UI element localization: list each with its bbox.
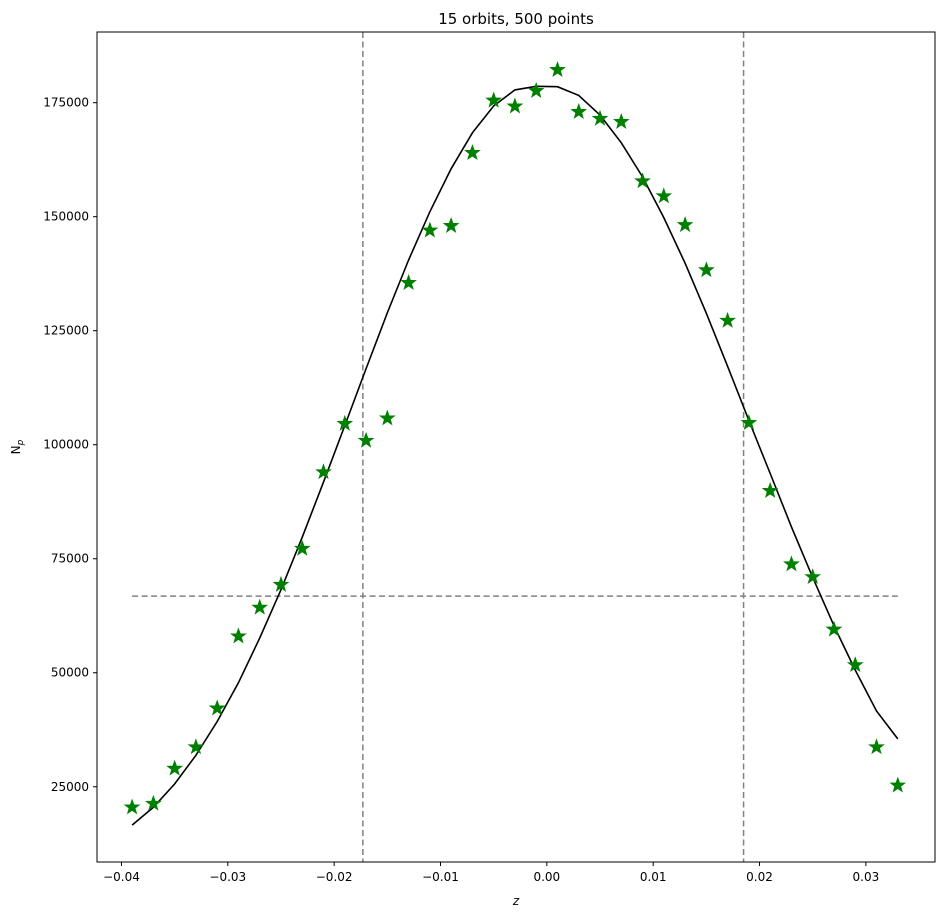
data-points: [123, 61, 907, 815]
fit-curve-layer: [131, 85, 899, 826]
x-axis-label: z: [512, 894, 520, 908]
data-point: [697, 261, 715, 278]
x-tick-label: −0.04: [103, 870, 140, 884]
data-point: [783, 555, 800, 572]
data-point: [357, 431, 375, 448]
data-point: [676, 216, 694, 233]
x-axis: −0.04 −0.03 −0.02 −0.01 0.00 0.01 0.02 0.03: [103, 862, 879, 884]
x-tick-label: −0.01: [422, 870, 459, 884]
data-point: [144, 794, 162, 811]
y-tick-label: 25000: [51, 780, 89, 794]
y-tick-label: 125000: [43, 324, 89, 338]
data-point: [208, 699, 226, 716]
data-point: [612, 112, 630, 129]
x-tick-label: 0.03: [853, 870, 880, 884]
reference-lines: [132, 32, 898, 862]
data-point: [655, 187, 673, 204]
data-point: [315, 463, 332, 480]
y-axis-label: Np: [9, 439, 26, 454]
y-axis-label-subscript: p: [16, 439, 26, 446]
data-point: [464, 144, 481, 160]
data-point: [846, 656, 864, 673]
y-tick-label: 50000: [51, 666, 89, 680]
data-point: [868, 738, 885, 755]
data-point: [634, 172, 651, 189]
y-tick-label: 175000: [43, 96, 89, 110]
data-point: [187, 738, 205, 755]
data-point: [719, 311, 737, 328]
data-point: [230, 627, 247, 644]
data-point: [336, 414, 354, 431]
data-point: [804, 568, 822, 585]
x-tick-label: 0.00: [533, 870, 560, 884]
data-point: [485, 91, 503, 108]
data-point: [527, 81, 545, 98]
data-point: [272, 575, 290, 592]
fit-curve: [131, 85, 899, 826]
plot-frame: [96, 31, 936, 863]
x-tick-label: 0.02: [746, 870, 773, 884]
data-point: [378, 409, 396, 426]
data-point: [570, 103, 588, 119]
chart-title: 15 orbits, 500 points: [438, 10, 594, 28]
data-point: [421, 221, 439, 238]
data-point: [123, 798, 141, 815]
data-point: [400, 273, 417, 290]
y-axis-label-main: N: [9, 445, 23, 454]
data-point: [442, 217, 460, 233]
data-point: [293, 539, 311, 556]
data-point: [166, 759, 184, 776]
data-point: [591, 109, 609, 126]
y-tick-label: 100000: [43, 438, 89, 452]
data-point: [506, 97, 524, 114]
data-point: [251, 598, 269, 615]
data-point: [761, 482, 779, 498]
x-tick-label: 0.01: [640, 870, 667, 884]
x-tick-label: −0.03: [209, 870, 246, 884]
data-point: [740, 413, 758, 430]
data-point: [549, 61, 566, 77]
y-axis: 25000 50000 75000 100000 125000 150000 175000: [43, 96, 97, 794]
y-tick-label: 150000: [43, 210, 89, 224]
data-point: [889, 776, 907, 793]
x-tick-label: −0.02: [316, 870, 353, 884]
y-tick-label: 75000: [51, 552, 89, 566]
data-point: [825, 620, 843, 637]
